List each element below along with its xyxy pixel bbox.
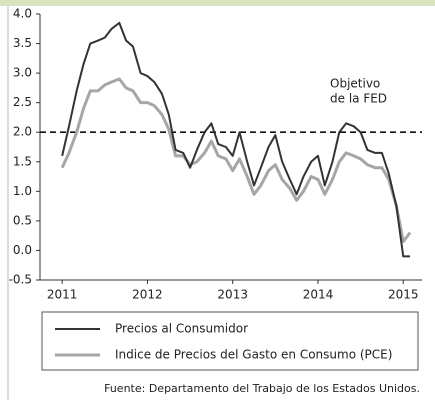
y-tick-label: 4.0 (13, 7, 32, 21)
y-tick-label: 0.5 (13, 213, 32, 227)
x-tick-label: 2012 (132, 288, 163, 302)
x-tick-label: 2011 (47, 288, 78, 302)
series-line (61, 21, 411, 258)
x-tick-label: 2014 (303, 288, 334, 302)
legend-label: Indice de Precios del Gasto en Consumo (… (115, 348, 392, 362)
y-tick-label: 2.5 (13, 95, 32, 109)
y-tick-label: 1.0 (13, 184, 32, 198)
top-band (0, 0, 435, 6)
series-line (60, 77, 412, 244)
annotation: Objetivo (330, 77, 380, 91)
legend-box (41, 311, 419, 371)
y-tick-label: 0.0 (13, 243, 32, 257)
y-tick-label: -0.5 (9, 273, 32, 287)
y-tick-label: 1.5 (13, 154, 32, 168)
x-tick-label: 2015 (388, 288, 419, 302)
x-tick-label: 2013 (217, 288, 248, 302)
legend-label: Precios al Consumidor (115, 322, 248, 336)
source-note: Fuente: Departamento del Trabajo de los … (104, 382, 420, 395)
y-tick-label: 2.0 (13, 125, 32, 139)
y-tick-label: 3.0 (13, 66, 32, 80)
y-tick-label: 3.5 (13, 36, 32, 50)
annotation: de la FED (330, 92, 387, 106)
